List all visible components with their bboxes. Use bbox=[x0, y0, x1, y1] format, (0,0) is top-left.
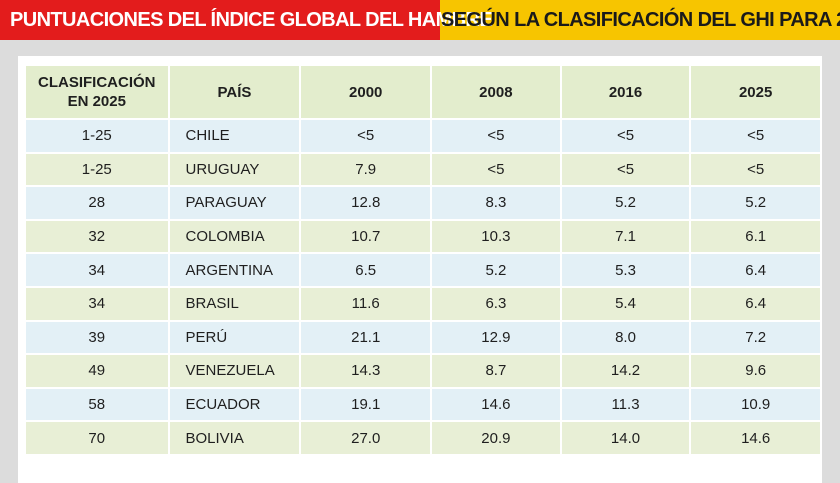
score-2008-cell: 14.6 bbox=[432, 388, 560, 421]
rank-cell: 58 bbox=[26, 388, 168, 421]
score-2000-cell: 10.7 bbox=[301, 220, 431, 253]
score-2016-cell: 5.3 bbox=[561, 254, 690, 286]
column-header-2008: 2008 bbox=[432, 66, 560, 118]
title-right: SEGÚN LA CLASIFICACIÓN DEL GHI PARA 2025 bbox=[441, 9, 840, 31]
score-2016-cell: 14.2 bbox=[561, 355, 690, 387]
country-cell: PERÚ bbox=[169, 321, 300, 354]
country-cell: ARGENTINA bbox=[169, 254, 300, 286]
score-2008-cell: 8.3 bbox=[432, 187, 560, 219]
country-cell: CHILE bbox=[169, 120, 300, 152]
score-2025-cell: 9.6 bbox=[691, 355, 820, 387]
rank-cell: 34 bbox=[26, 254, 168, 286]
table-row: 34 ARGENTINA 6.5 5.2 5.3 6.4 bbox=[26, 254, 820, 286]
score-2025-cell: 6.1 bbox=[691, 220, 820, 253]
score-2008-cell: 20.9 bbox=[432, 422, 560, 454]
score-2000-cell: 6.5 bbox=[301, 254, 431, 286]
score-2025-cell: 5.2 bbox=[691, 187, 820, 219]
title-left: PUNTUACIONES DEL ÍNDICE GLOBAL DEL HAMBR… bbox=[10, 9, 493, 31]
country-cell: VENEZUELA bbox=[169, 355, 300, 387]
rank-cell: 32 bbox=[26, 220, 168, 253]
score-2008-cell: <5 bbox=[432, 120, 560, 152]
score-2008-cell: 8.7 bbox=[432, 355, 560, 387]
score-2025-cell: 6.4 bbox=[691, 287, 820, 320]
rank-cell: 70 bbox=[26, 422, 168, 454]
country-cell: URUGUAY bbox=[169, 153, 300, 186]
rank-cell: 39 bbox=[26, 321, 168, 354]
table-row: 70 BOLIVIA 27.0 20.9 14.0 14.6 bbox=[26, 422, 820, 454]
table-row: 58 ECUADOR 19.1 14.6 11.3 10.9 bbox=[26, 388, 820, 421]
rank-cell: 28 bbox=[26, 187, 168, 219]
table-row: 1-25 URUGUAY 7.9 <5 <5 <5 bbox=[26, 153, 820, 186]
table-row: 39 PERÚ 21.1 12.9 8.0 7.2 bbox=[26, 321, 820, 354]
score-2008-cell: 5.2 bbox=[432, 254, 560, 286]
ghi-table: CLASIFICACIÓN EN 2025 PAÍS 2000 2008 201… bbox=[24, 64, 822, 456]
country-cell: COLOMBIA bbox=[169, 220, 300, 253]
table-row: 1-25 CHILE <5 <5 <5 <5 bbox=[26, 120, 820, 152]
table-row: 34 BRASIL 11.6 6.3 5.4 6.4 bbox=[26, 287, 820, 320]
column-header-country: PAÍS bbox=[169, 66, 300, 118]
score-2025-cell: 6.4 bbox=[691, 254, 820, 286]
score-2016-cell: <5 bbox=[561, 153, 690, 186]
table-row: 28 PARAGUAY 12.8 8.3 5.2 5.2 bbox=[26, 187, 820, 219]
score-2000-cell: 14.3 bbox=[301, 355, 431, 387]
country-cell: BOLIVIA bbox=[169, 422, 300, 454]
score-2000-cell: <5 bbox=[301, 120, 431, 152]
score-2016-cell: 11.3 bbox=[561, 388, 690, 421]
score-2016-cell: 7.1 bbox=[561, 220, 690, 253]
score-2008-cell: <5 bbox=[432, 153, 560, 186]
score-2016-cell: 5.4 bbox=[561, 287, 690, 320]
score-2000-cell: 11.6 bbox=[301, 287, 431, 320]
column-header-rank: CLASIFICACIÓN EN 2025 bbox=[26, 66, 168, 118]
column-header-2000: 2000 bbox=[301, 66, 431, 118]
score-2025-cell: 14.6 bbox=[691, 422, 820, 454]
rank-cell: 34 bbox=[26, 287, 168, 320]
score-2008-cell: 6.3 bbox=[432, 287, 560, 320]
title-banner-yellow bbox=[440, 0, 840, 40]
score-2008-cell: 12.9 bbox=[432, 321, 560, 354]
title-banner: PUNTUACIONES DEL ÍNDICE GLOBAL DEL HAMBR… bbox=[0, 0, 840, 40]
table-panel: CLASIFICACIÓN EN 2025 PAÍS 2000 2008 201… bbox=[18, 56, 822, 483]
country-cell: ECUADOR bbox=[169, 388, 300, 421]
score-2000-cell: 21.1 bbox=[301, 321, 431, 354]
score-2025-cell: <5 bbox=[691, 153, 820, 186]
score-2000-cell: 19.1 bbox=[301, 388, 431, 421]
score-2016-cell: 5.2 bbox=[561, 187, 690, 219]
column-header-2025: 2025 bbox=[691, 66, 820, 118]
table-header-row: CLASIFICACIÓN EN 2025 PAÍS 2000 2008 201… bbox=[26, 66, 820, 118]
column-header-2016: 2016 bbox=[561, 66, 690, 118]
rank-cell: 49 bbox=[26, 355, 168, 387]
score-2008-cell: 10.3 bbox=[432, 220, 560, 253]
score-2000-cell: 27.0 bbox=[301, 422, 431, 454]
score-2025-cell: 10.9 bbox=[691, 388, 820, 421]
score-2000-cell: 7.9 bbox=[301, 153, 431, 186]
score-2025-cell: <5 bbox=[691, 120, 820, 152]
table-row: 49 VENEZUELA 14.3 8.7 14.2 9.6 bbox=[26, 355, 820, 387]
score-2016-cell: 14.0 bbox=[561, 422, 690, 454]
country-cell: BRASIL bbox=[169, 287, 300, 320]
country-cell: PARAGUAY bbox=[169, 187, 300, 219]
table-row: 32 COLOMBIA 10.7 10.3 7.1 6.1 bbox=[26, 220, 820, 253]
score-2016-cell: <5 bbox=[561, 120, 690, 152]
score-2016-cell: 8.0 bbox=[561, 321, 690, 354]
rank-cell: 1-25 bbox=[26, 120, 168, 152]
score-2025-cell: 7.2 bbox=[691, 321, 820, 354]
rank-cell: 1-25 bbox=[26, 153, 168, 186]
score-2000-cell: 12.8 bbox=[301, 187, 431, 219]
